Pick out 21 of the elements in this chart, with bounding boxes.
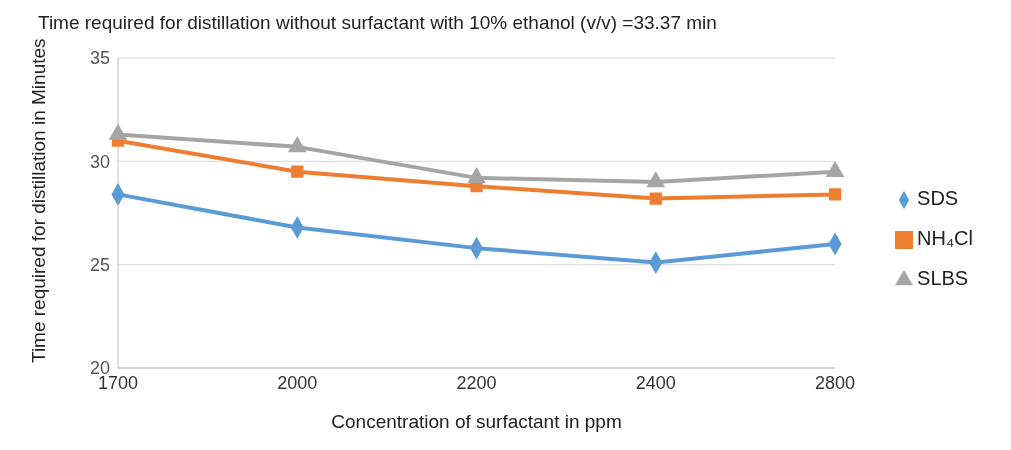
point [467, 167, 486, 184]
x-tick-label: 2800 [815, 372, 856, 393]
chart-title: Time required for distillation without surfactant with 10% ethanol (v/v) =33.37 min [37, 11, 718, 35]
y-tick-label: 35 [89, 48, 110, 69]
point [828, 188, 842, 201]
legend-label: NH₄Cl [917, 227, 973, 249]
x-tick-label: 2200 [456, 372, 497, 393]
y-tick-label: 30 [89, 151, 110, 172]
x-axis-title: Concentration of surfactant in ppm [331, 411, 622, 432]
x-tick-label: 2000 [277, 372, 318, 393]
y-tick-label: 25 [89, 255, 110, 276]
point [287, 136, 307, 153]
legend-label: SLBS [917, 267, 969, 289]
y-axis-title: Time required for distillation in Minutes [27, 38, 49, 363]
x-tick-label: 2400 [635, 372, 676, 393]
legend-label: SDS [917, 187, 959, 209]
point [108, 123, 128, 140]
point [649, 192, 662, 205]
point [825, 160, 845, 178]
point [291, 165, 304, 178]
point [646, 171, 666, 188]
